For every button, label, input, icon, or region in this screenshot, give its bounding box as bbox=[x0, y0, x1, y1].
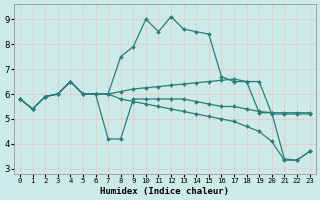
X-axis label: Humidex (Indice chaleur): Humidex (Indice chaleur) bbox=[100, 187, 229, 196]
